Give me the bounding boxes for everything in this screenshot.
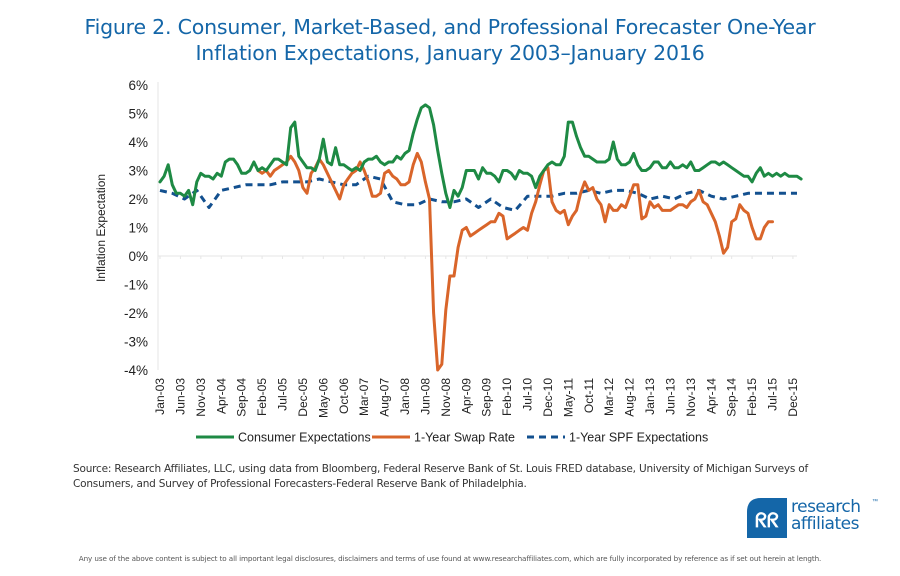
x-tick-label: Jun-03 [173, 378, 187, 415]
x-tick-label: Nov-08 [439, 378, 453, 417]
x-tick-label: Jul-15 [766, 378, 780, 411]
y-tick-label: 1% [128, 221, 148, 236]
x-tick-label: Feb-10 [500, 378, 514, 416]
x-tick-label: Dec-10 [541, 378, 555, 417]
y-tick-label: 2% [128, 192, 148, 207]
x-tick-label: Dec-05 [296, 378, 310, 417]
series-layer [158, 103, 803, 372]
x-tick-label: Sep-14 [725, 378, 739, 417]
x-tick-label: May-11 [561, 378, 575, 417]
y-axis-label: Inflation Expectation [94, 174, 108, 282]
legend-label: 1-Year Swap Rate [414, 431, 515, 445]
y-axis: 6% 5% 4% 3% 2% 1% 0% -1% -2% -3% -4% [124, 78, 797, 378]
swap-rate-line-points [257, 153, 773, 371]
legend: Consumer Expectations 1-Year Swap Rate 1-Y… [196, 431, 708, 445]
logo-mark-icon: ᖇᖇ [747, 498, 787, 538]
chart-title: Figure 2. Consumer, Market-Based, and Pr… [0, 14, 900, 66]
x-tick-label: Nov-13 [684, 378, 698, 417]
swap-rate-line [256, 151, 774, 372]
x-tick-label: Feb-05 [255, 378, 269, 416]
y-tick-label: -1% [124, 278, 148, 293]
x-tick-label: Apr-14 [704, 378, 718, 414]
x-tick-label: May-06 [316, 378, 330, 418]
logo-text: research affiliates [791, 499, 861, 533]
x-axis: Jan-03 Jun-03 Nov-03 Apr-04 Sep-04 Feb-05 Jul-… [153, 256, 800, 418]
x-tick-label: Apr-04 [214, 378, 228, 414]
legend-item: 1-Year SPF Expectations [527, 431, 708, 445]
legend-label: Consumer Expectations [238, 431, 371, 445]
consumer-expectations-line-points [159, 104, 802, 208]
x-tick-label: Dec-15 [786, 378, 800, 417]
legend-item: Consumer Expectations [196, 431, 371, 445]
research-affiliates-logo: ᖇᖇ research affiliates ™ [747, 498, 897, 544]
logo-word-affiliates: affiliates [791, 514, 859, 534]
logo-word-research: research [791, 497, 861, 517]
x-tick-label: Jun-08 [418, 378, 432, 415]
x-tick-label: Nov-03 [194, 378, 208, 417]
x-tick-label: Jul-10 [521, 378, 535, 411]
chart: 6% 5% 4% 3% 2% 1% 0% -1% -2% -3% -4% Jan-03 Jun-03 N… [94, 78, 803, 445]
y-tick-label: 0% [128, 249, 148, 264]
x-tick-label: Aug-07 [378, 378, 392, 417]
source-note: Source: Research Affiliates, LLC, using … [73, 463, 808, 490]
y-tick-label: -3% [124, 335, 148, 350]
legend-label: 1-Year SPF Expectations [569, 431, 708, 445]
x-tick-label: Apr-09 [459, 378, 473, 414]
x-tick-label: Oct-06 [337, 378, 351, 414]
x-tick-label: Sep-04 [235, 378, 249, 417]
x-tick-label: Mar-07 [357, 378, 371, 416]
legend-item: 1-Year Swap Rate [372, 431, 515, 445]
x-tick-label: Jan-03 [153, 378, 167, 415]
x-tick-label: Jul-05 [276, 378, 290, 411]
x-tick-label: Sep-09 [480, 378, 494, 417]
title-line-2: Inflation Expectations, January 2003–Jan… [195, 41, 705, 65]
y-tick-label: -4% [124, 363, 148, 378]
y-tick-label: 5% [128, 107, 148, 122]
logo-trademark: ™ [872, 499, 878, 505]
x-tick-label: Jan-13 [643, 378, 657, 415]
y-tick-label: -2% [124, 306, 148, 321]
y-tick-label: 4% [128, 135, 148, 150]
y-tick-label: 6% [128, 78, 148, 93]
x-tick-label: Oct-11 [582, 378, 596, 413]
x-tick-label: Feb-15 [745, 378, 759, 416]
legal-disclaimer: Any use of the above content is subject … [78, 554, 822, 563]
x-tick-label: Mar-12 [602, 378, 616, 416]
svg-text:ᖇᖇ: ᖇᖇ [755, 508, 779, 532]
title-line-1: Figure 2. Consumer, Market-Based, and Pr… [84, 15, 816, 39]
y-tick-label: 3% [128, 164, 148, 179]
x-tick-label: Jan-08 [398, 378, 412, 415]
x-tick-label: Aug-12 [623, 378, 637, 417]
consumer-expectations-line [158, 103, 803, 209]
x-tick-label: Jun-13 [663, 378, 677, 415]
